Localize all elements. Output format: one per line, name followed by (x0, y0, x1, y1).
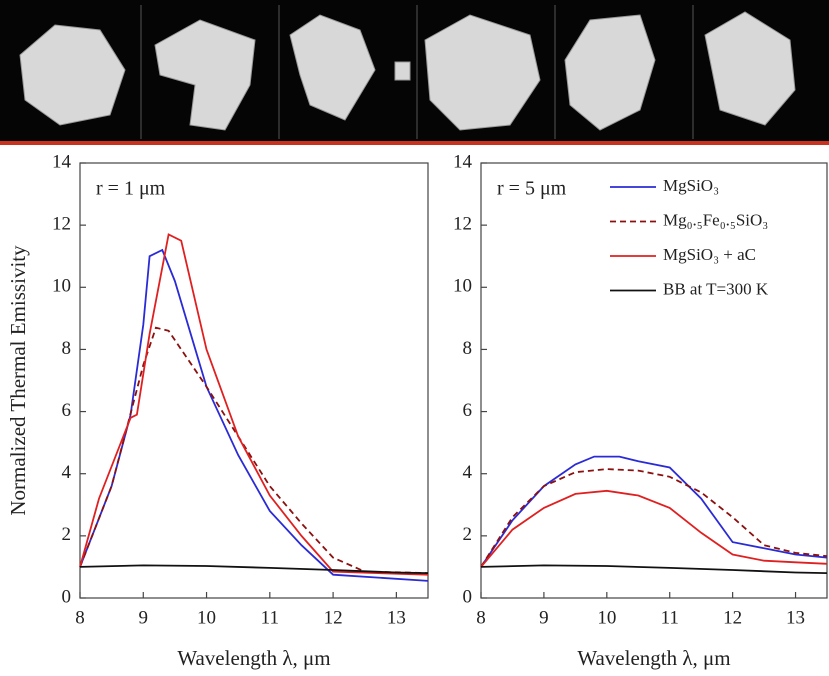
x-tick-label: 13 (786, 607, 805, 628)
legend-label: BB at T=300 K (663, 279, 769, 298)
series-line (79, 233, 429, 576)
legend-label: Mg₀.₅Fe₀.₅SiO₃ (663, 210, 768, 229)
particle-strip (0, 0, 829, 145)
plot-frame (79, 162, 429, 599)
series-line (79, 564, 429, 574)
y-tick-label: 10 (52, 276, 71, 297)
y-tick-label: 10 (453, 276, 472, 297)
y-tick-label: 0 (463, 586, 473, 607)
y-tick-label: 6 (62, 400, 72, 421)
x-tick-label: 12 (324, 607, 343, 628)
x-axis-label: Wavelength λ, μm (577, 646, 730, 670)
x-tick-label: 9 (139, 607, 149, 628)
x-tick-label: 11 (661, 607, 679, 628)
x-axis-label: Wavelength λ, μm (177, 646, 330, 670)
annotation: r = 1 μm (96, 178, 166, 200)
x-tick-label: 8 (476, 607, 486, 628)
y-tick-label: 2 (463, 524, 473, 545)
series-line (480, 468, 828, 568)
x-tick-label: 10 (597, 607, 616, 628)
x-tick-label: 9 (539, 607, 549, 628)
annotation: r = 5 μm (497, 178, 567, 200)
y-tick-label: 8 (62, 338, 72, 359)
series-line (79, 326, 429, 574)
y-tick-label: 4 (62, 462, 72, 483)
y-tick-label: 8 (463, 338, 473, 359)
x-tick-label: 12 (723, 607, 742, 628)
y-tick-label: 12 (453, 214, 472, 235)
y-tick-label: 4 (463, 462, 473, 483)
legend-label: MgSiO₃ + aC (663, 245, 756, 264)
series-line (480, 489, 828, 568)
x-tick-label: 8 (75, 607, 85, 628)
x-tick-label: 13 (387, 607, 406, 628)
plot-frame (480, 162, 828, 599)
legend-label: MgSiO₃ (663, 176, 719, 195)
plots: 0 2 4 6 8 10 12 14 8 9 10 11 12 13 Wavelength λ, μm Nor… (6, 151, 828, 670)
y-tick-label: 0 (62, 586, 72, 607)
y-tick-label: 12 (52, 214, 71, 235)
y-tick-label: 14 (52, 151, 72, 172)
x-tick-label: 10 (197, 607, 216, 628)
series-line (480, 564, 828, 574)
y-axis-label: Normalized Thermal Emissivity (6, 245, 30, 516)
y-tick-label: 6 (463, 400, 473, 421)
y-tick-label: 2 (62, 524, 72, 545)
y-tick-label: 14 (453, 151, 473, 172)
x-tick-label: 11 (261, 607, 279, 628)
series-line (480, 455, 828, 568)
series-line (79, 248, 429, 582)
